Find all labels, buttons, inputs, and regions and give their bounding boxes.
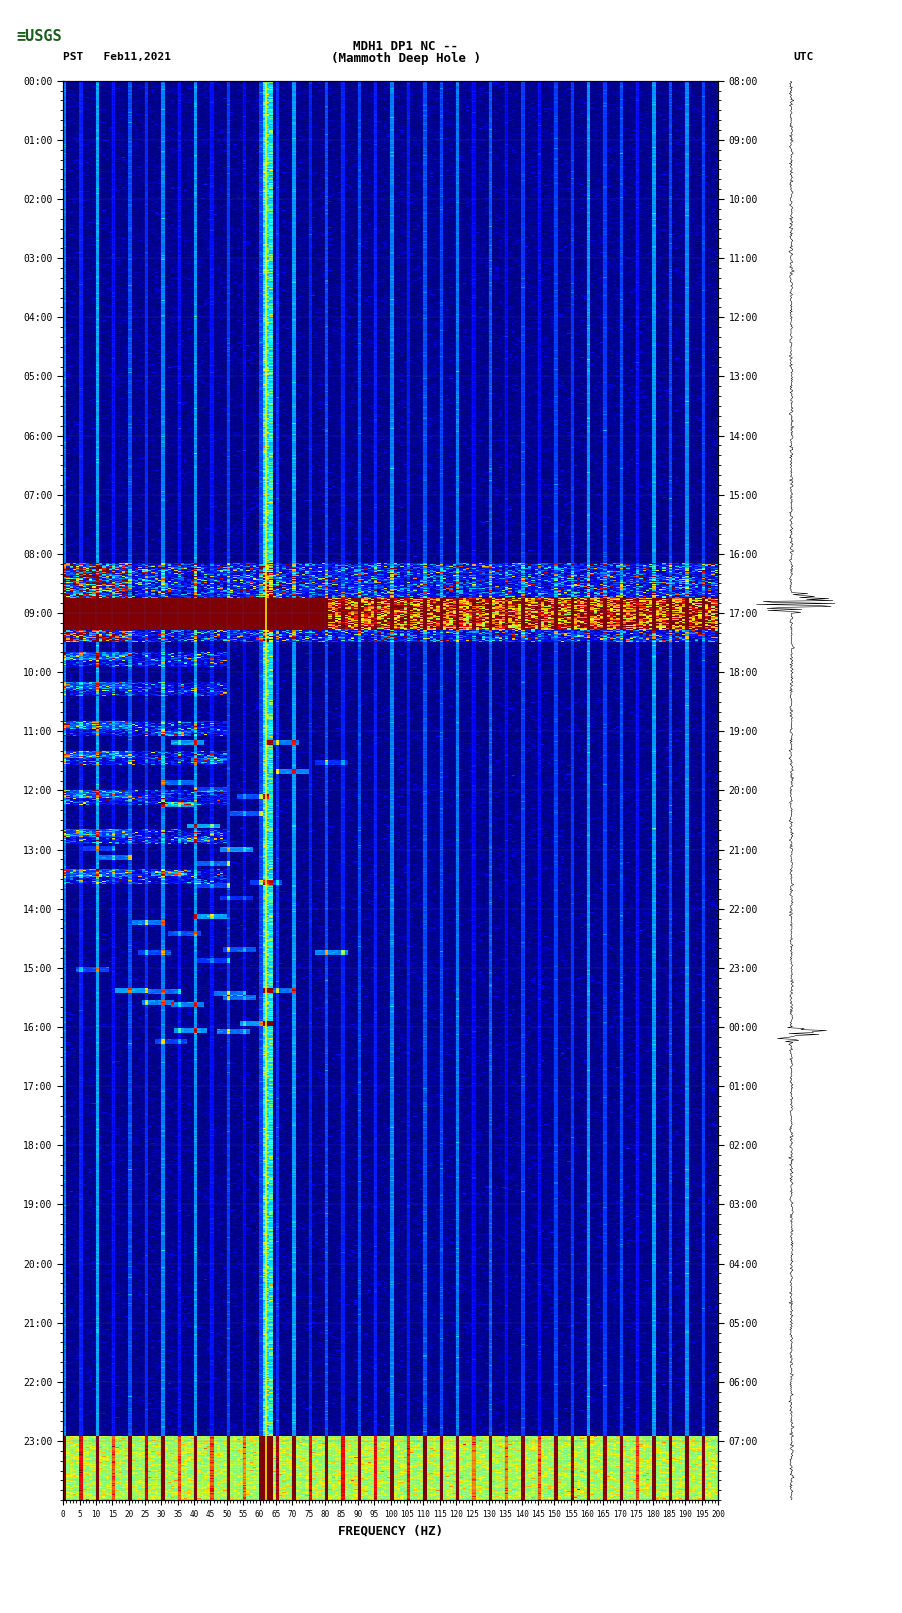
Text: MDH1 DP1 NC --: MDH1 DP1 NC -- — [354, 40, 458, 53]
Text: ≡USGS: ≡USGS — [16, 29, 62, 44]
Text: UTC: UTC — [794, 52, 814, 61]
Text: PST   Feb11,2021: PST Feb11,2021 — [63, 52, 171, 61]
Text: (Mammoth Deep Hole ): (Mammoth Deep Hole ) — [331, 52, 481, 65]
X-axis label: FREQUENCY (HZ): FREQUENCY (HZ) — [338, 1524, 443, 1537]
